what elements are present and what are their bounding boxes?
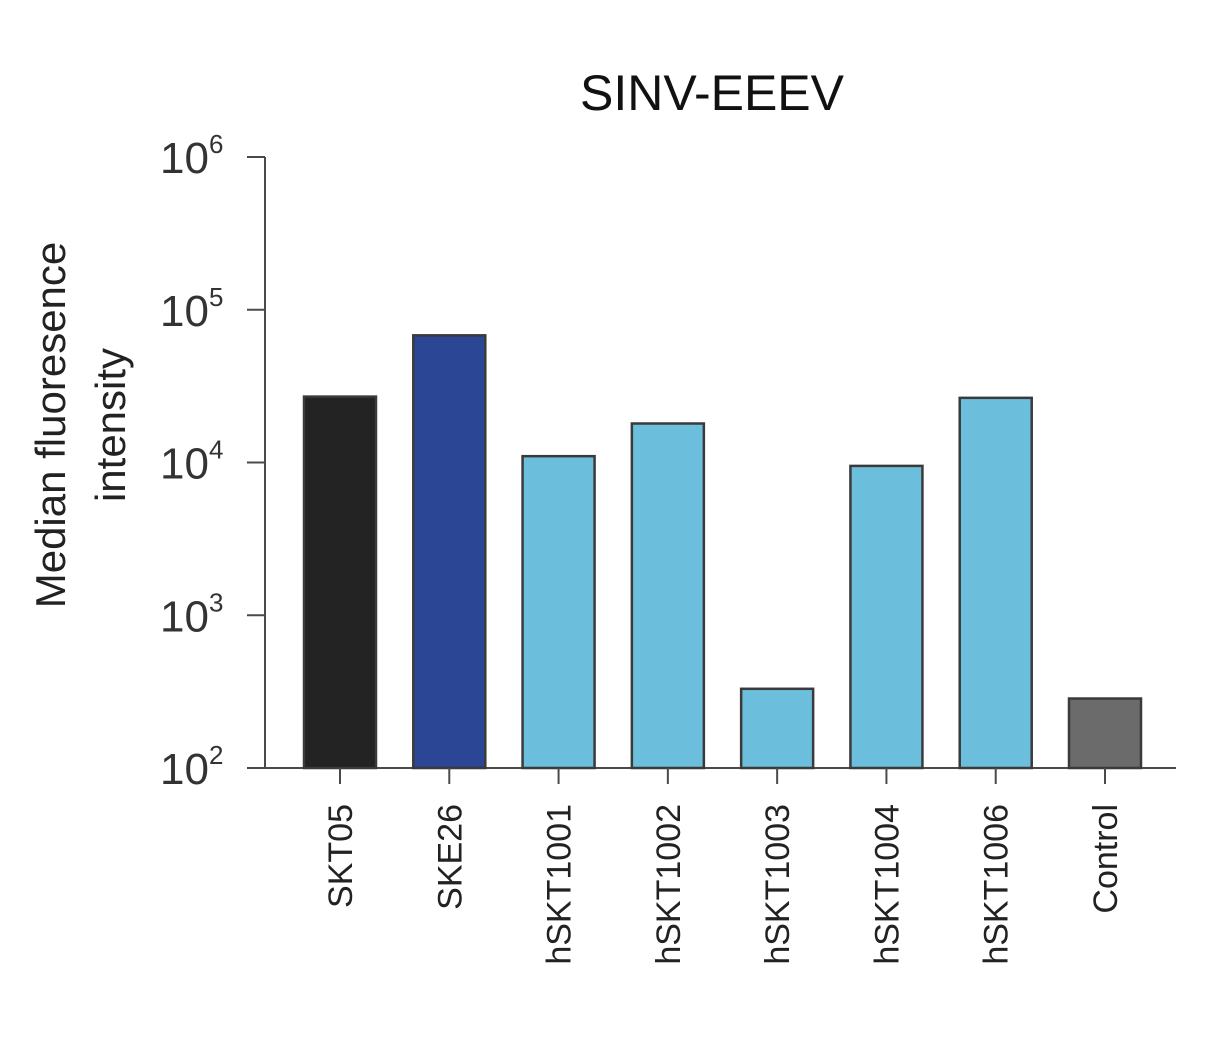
y-tick-label-exponent: 2 — [209, 740, 223, 770]
y-tick-label: 103 — [160, 587, 223, 641]
bar-hskt1002 — [630, 422, 706, 770]
x-axis-ticks: SKT05 SKE26 hSKT1001 hSKT1002 hSKT1003 hSKT10… — [322, 768, 1125, 965]
y-tick-label-exponent: 5 — [209, 282, 223, 312]
x-tick-label: hSKT1001 — [541, 804, 579, 965]
y-tick-label-base: 10 — [160, 592, 209, 641]
bar-hskt1001 — [521, 454, 596, 770]
x-tick-label: SKE26 — [431, 804, 469, 910]
y-tick-label-base: 10 — [160, 287, 209, 336]
chart-title: SINV-EEEV — [580, 65, 845, 121]
y-tick-label-base: 10 — [160, 440, 209, 489]
bar-skt05 — [302, 395, 378, 770]
y-tick-label: 105 — [160, 282, 223, 336]
y-axis-label-line-1: Median fluoresence — [27, 242, 74, 609]
y-tick-label-base: 10 — [160, 134, 209, 183]
y-tick-label: 104 — [160, 435, 223, 489]
x-tick-label: hSKT1004 — [868, 804, 906, 965]
bars — [302, 334, 1143, 770]
y-tick-label-exponent: 6 — [209, 129, 223, 159]
bar-hskt1006 — [958, 396, 1033, 770]
x-tick-label: hSKT1006 — [978, 804, 1016, 965]
x-tick-label: hSKT1002 — [650, 804, 688, 965]
x-tick-label: Control — [1087, 804, 1125, 914]
x-tick-label: hSKT1003 — [759, 804, 797, 965]
bar-hskt1004 — [849, 464, 924, 770]
bar-control — [1067, 697, 1143, 770]
y-axis-label-line-2: intensity — [87, 348, 134, 502]
y-tick-label: 102 — [160, 740, 223, 794]
y-tick-label-exponent: 3 — [209, 587, 223, 617]
bar-ske26 — [412, 334, 487, 770]
y-tick-label-exponent: 4 — [209, 435, 223, 465]
y-axis-label: Median fluoresence intensity — [27, 242, 134, 609]
y-tick-label-base: 10 — [160, 745, 209, 794]
y-tick-label: 106 — [160, 129, 223, 183]
x-tick-label: SKT05 — [322, 804, 360, 908]
bar-hskt1003 — [739, 687, 815, 770]
